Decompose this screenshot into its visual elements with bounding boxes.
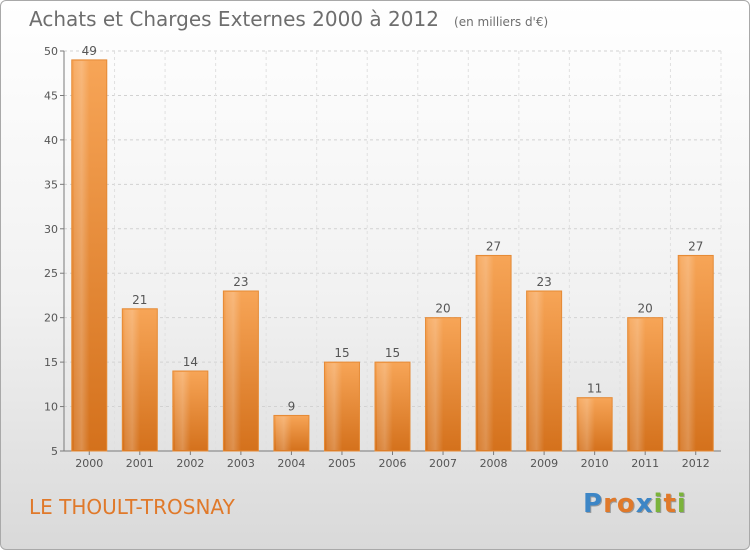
chart-subtitle: (en milliers d'€)	[454, 15, 549, 29]
bar-highlight	[174, 372, 191, 450]
x-tick-label: 2007	[429, 457, 457, 470]
x-tick-label: 2006	[379, 457, 407, 470]
data-label: 11	[587, 382, 602, 396]
x-tick-label: 2001	[126, 457, 154, 470]
commune-name: LE THOULT-TROSNAY	[29, 495, 235, 519]
data-label: 20	[435, 302, 450, 316]
chart-title-block: Achats et Charges Externes 2000 à 2012 (…	[29, 7, 548, 31]
x-tick-label: 2003	[227, 457, 255, 470]
x-tick-label: 2009	[530, 457, 558, 470]
data-label: 15	[385, 346, 400, 360]
bar-highlight	[225, 292, 242, 450]
chart-title: Achats et Charges Externes 2000 à 2012	[29, 7, 439, 31]
x-tick-label: 2002	[176, 457, 204, 470]
y-tick-label: 15	[44, 356, 58, 369]
bar-highlight	[528, 292, 545, 450]
logo-letter: i	[676, 489, 687, 519]
bar-highlight	[680, 256, 696, 450]
bar-highlight	[377, 363, 393, 450]
logo-letter: o	[616, 489, 636, 519]
logo-letter: t	[663, 489, 677, 519]
y-tick-label: 30	[44, 223, 58, 236]
bar-highlight	[326, 363, 343, 450]
y-tick-label: 25	[44, 267, 58, 280]
logo-letter: r	[603, 489, 617, 519]
x-tick-label: 2004	[277, 457, 305, 470]
bars	[71, 59, 714, 452]
logo-letter: x	[635, 489, 654, 519]
proxiti-logo: Proxiti	[583, 489, 687, 519]
bar-highlight	[73, 60, 90, 451]
data-label: 49	[82, 44, 97, 58]
bar-highlight	[124, 309, 141, 450]
data-label: 20	[638, 302, 653, 316]
logo-letter: i	[653, 489, 664, 519]
data-label: 27	[688, 239, 703, 253]
data-label: 23	[536, 275, 551, 289]
data-label: 23	[233, 275, 248, 289]
data-labels: 49 21 14 23 9 15 15 20 27 23 11 20 27	[82, 44, 704, 414]
y-tick-label: 5	[51, 445, 58, 458]
x-tick-label: 2010	[581, 457, 609, 470]
x-tick-label: 2012	[682, 457, 710, 470]
data-label: 27	[486, 239, 501, 253]
bar-highlight	[275, 416, 292, 450]
bar-highlight	[478, 256, 494, 450]
y-tick-label: 45	[44, 89, 58, 102]
y-tick-label: 40	[44, 134, 58, 147]
bar-highlight	[629, 318, 646, 450]
data-label: 21	[132, 293, 147, 307]
data-label: 14	[183, 355, 198, 369]
logo-letter: P	[583, 489, 604, 519]
data-label: 9	[288, 399, 296, 413]
y-tick-label: 20	[44, 312, 58, 325]
bar-highlight	[427, 318, 444, 450]
x-tick-label: 2011	[631, 457, 659, 470]
data-label: 15	[334, 346, 349, 360]
y-tick-label: 35	[44, 178, 58, 191]
bar-highlight	[579, 398, 595, 450]
y-tick-label: 50	[44, 45, 58, 58]
x-tick-label: 2005	[328, 457, 356, 470]
y-tick-label: 10	[44, 401, 58, 414]
x-tick-label: 2000	[75, 457, 103, 470]
x-tick-label: 2008	[480, 457, 508, 470]
